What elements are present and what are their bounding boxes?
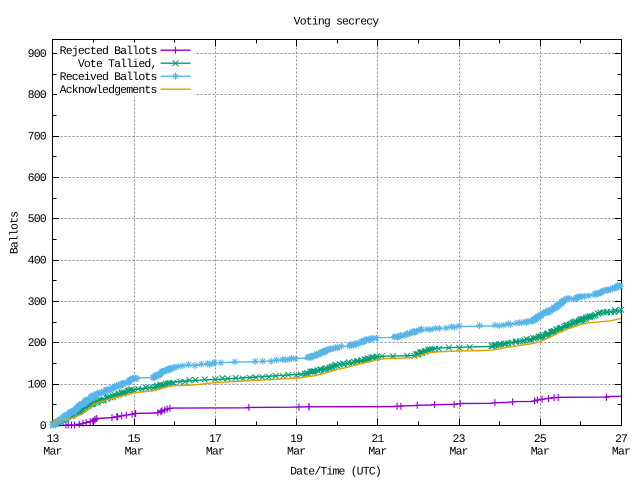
svg-text:Received Ballots: Received Ballots [60, 71, 157, 84]
svg-text:Vote Tallied,: Vote Tallied, [78, 58, 157, 71]
svg-text:Date/Time (UTC): Date/Time (UTC) [290, 466, 381, 479]
svg-text:Mar: Mar [43, 446, 61, 459]
svg-text:200: 200 [28, 337, 47, 350]
svg-text:13: 13 [46, 433, 59, 446]
svg-text:800: 800 [28, 89, 47, 102]
svg-text:600: 600 [28, 172, 47, 185]
svg-text:0: 0 [40, 420, 47, 433]
svg-text:300: 300 [28, 296, 47, 309]
svg-text:700: 700 [28, 131, 47, 144]
svg-text:23: 23 [453, 433, 466, 446]
svg-text:Mar: Mar [612, 446, 630, 459]
svg-text:Mar: Mar [206, 446, 224, 459]
svg-text:400: 400 [28, 255, 47, 268]
svg-text:15: 15 [128, 433, 141, 446]
svg-text:Ballots: Ballots [9, 212, 22, 254]
svg-text:500: 500 [28, 213, 47, 226]
svg-text:100: 100 [28, 379, 47, 392]
svg-text:Mar: Mar [531, 446, 549, 459]
svg-text:17: 17 [209, 433, 221, 446]
svg-text:Rejected Ballots: Rejected Ballots [60, 45, 157, 58]
svg-text:900: 900 [28, 48, 47, 61]
svg-text:19: 19 [290, 433, 303, 446]
svg-text:Mar: Mar [368, 446, 386, 459]
svg-text:25: 25 [534, 433, 547, 446]
svg-text:Mar: Mar [287, 446, 305, 459]
svg-text:Mar: Mar [450, 446, 468, 459]
svg-text:27: 27 [615, 433, 627, 446]
svg-text:Voting secrecy: Voting secrecy [294, 16, 380, 29]
svg-text:Acknowledgements: Acknowledgements [60, 84, 157, 97]
svg-text:Mar: Mar [125, 446, 143, 459]
svg-text:21: 21 [371, 433, 384, 446]
